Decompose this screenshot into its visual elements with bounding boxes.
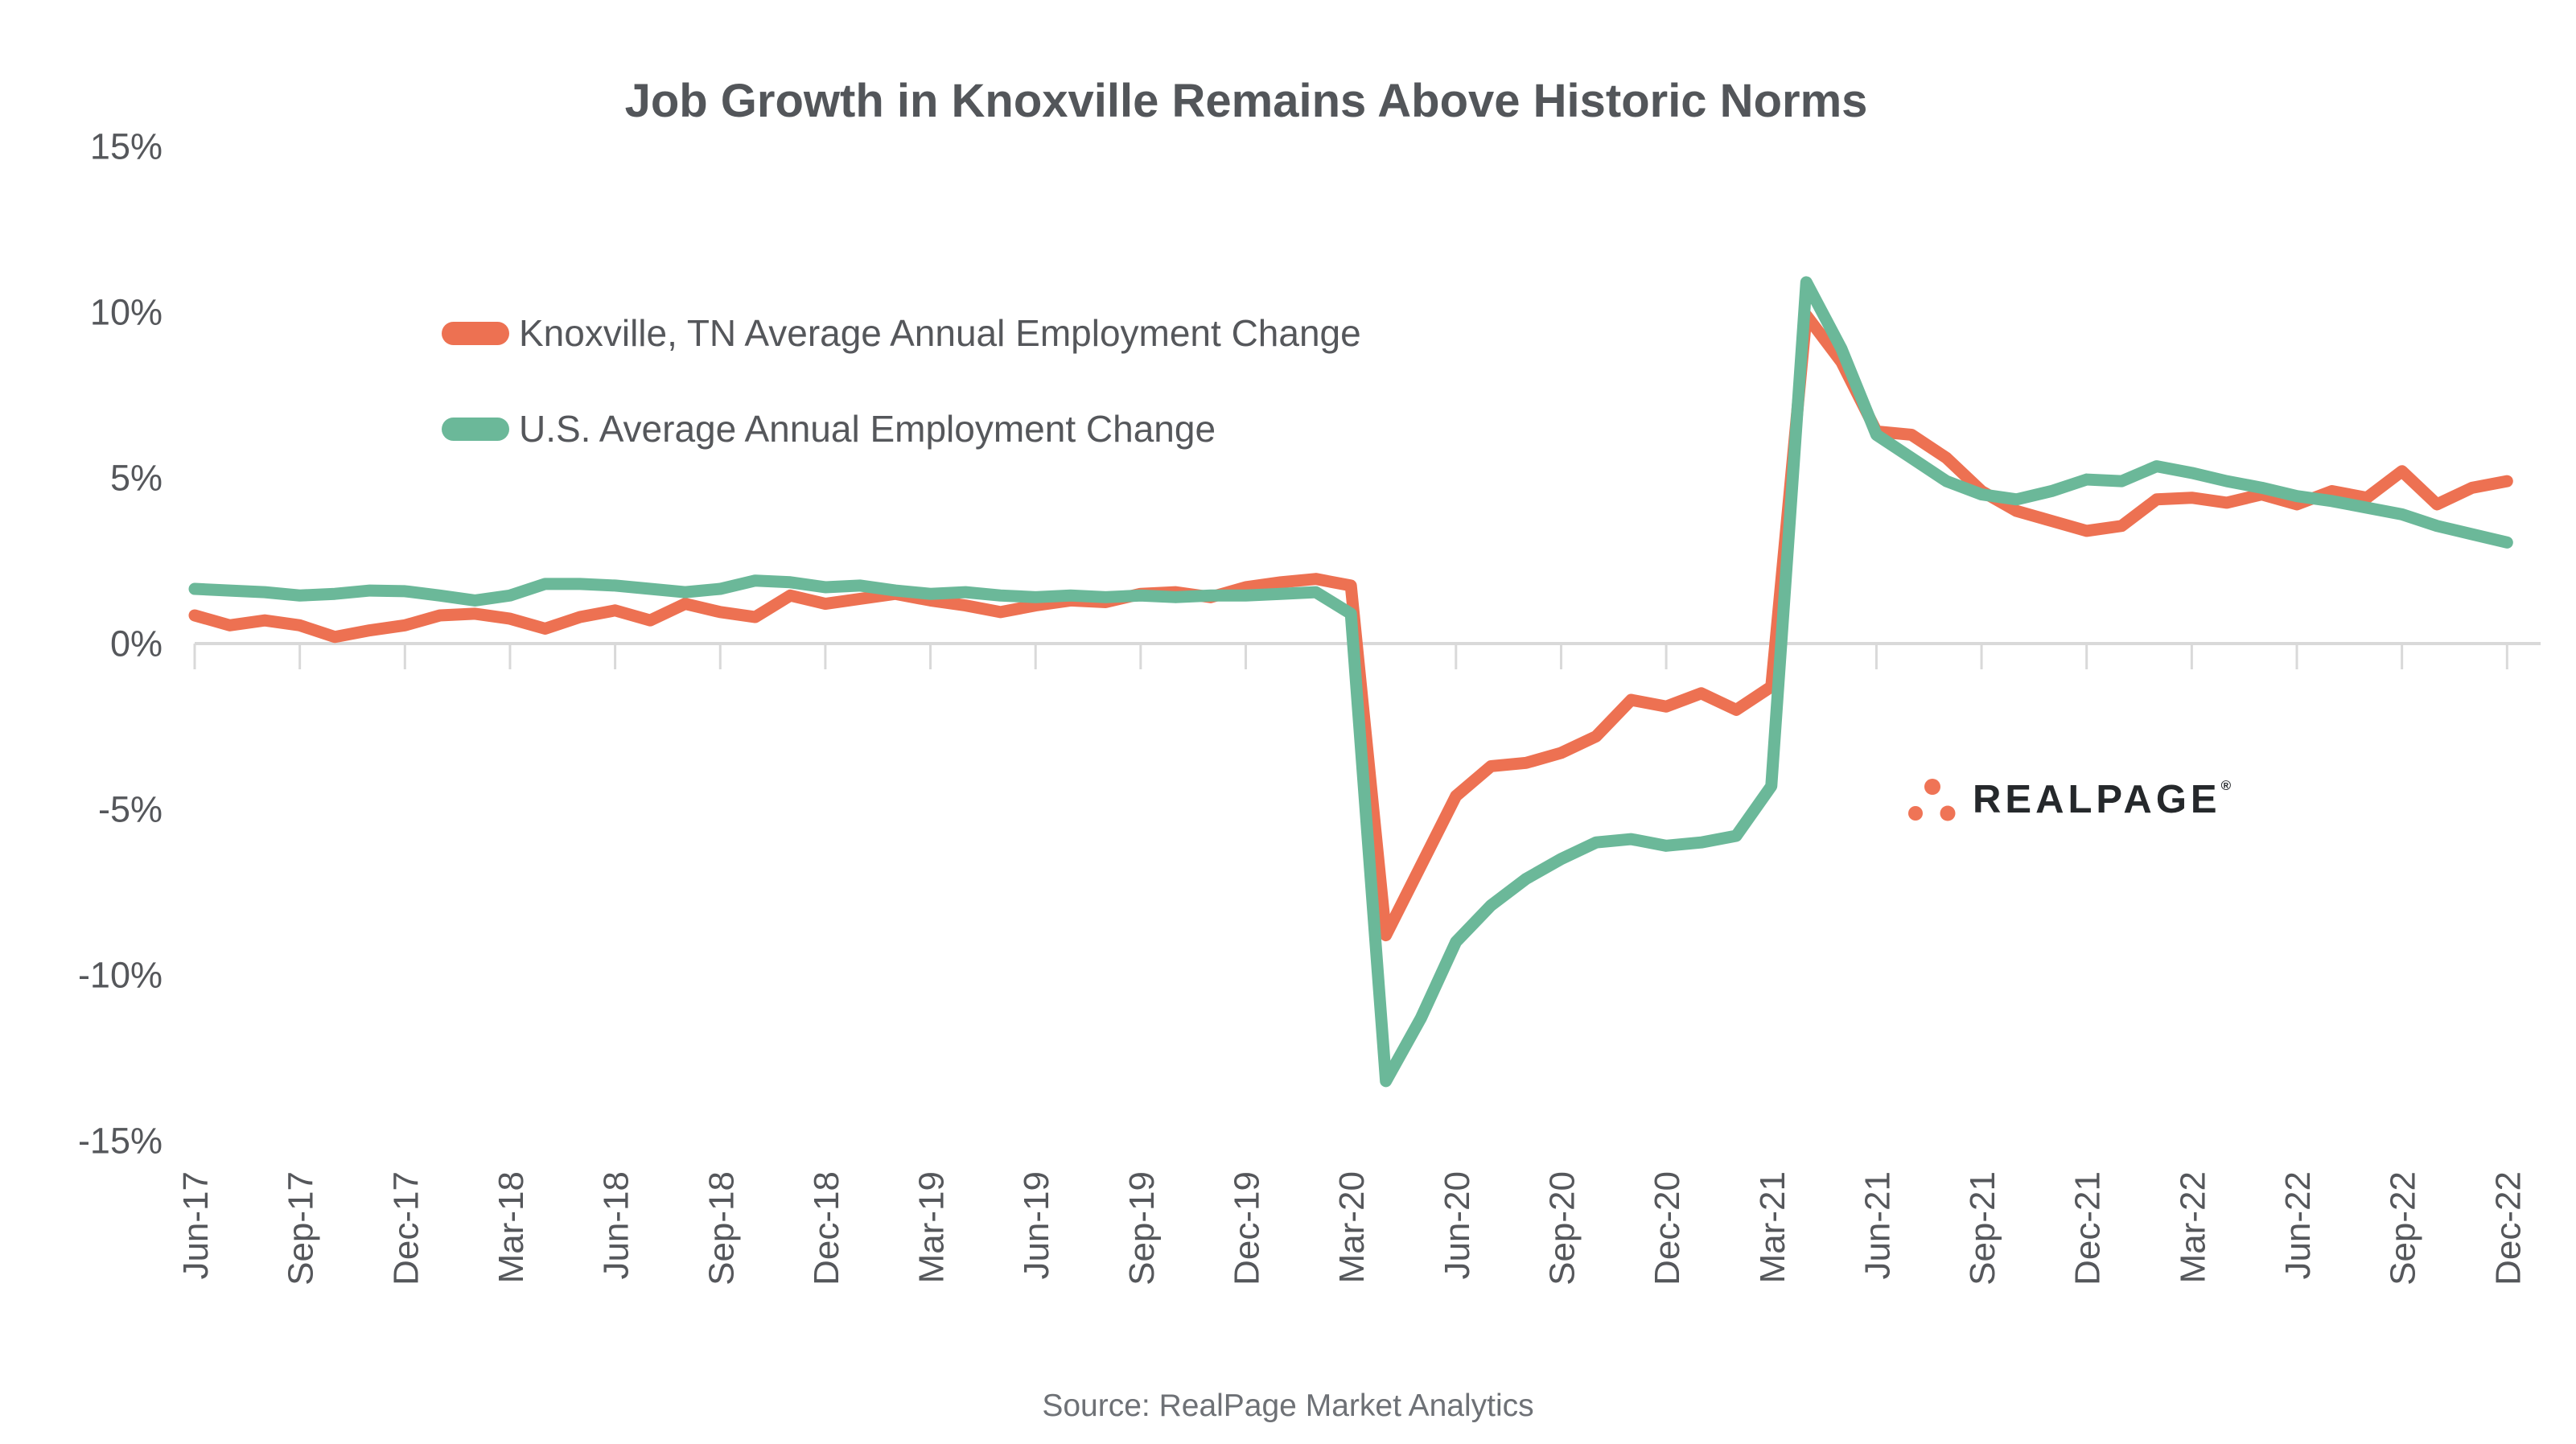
y-axis-label: 10% (90, 292, 163, 333)
x-axis-label: Sep-18 (702, 1171, 741, 1286)
x-axis-label: Sep-19 (1122, 1171, 1162, 1286)
realpage-logo-dots-icon (1908, 779, 1956, 821)
x-axis-label: Dec-18 (807, 1171, 846, 1286)
x-axis-label: Jun-17 (176, 1171, 216, 1280)
x-axis-label: Mar-22 (2173, 1171, 2212, 1283)
x-axis-label: Dec-21 (2068, 1171, 2108, 1286)
x-axis-label: Sep-17 (282, 1171, 321, 1286)
x-axis-label: Jun-18 (597, 1171, 636, 1280)
x-axis-label: Jun-19 (1017, 1171, 1056, 1280)
source-caption: Source: RealPage Market Analytics (1042, 1388, 1534, 1423)
x-axis-label: Sep-20 (1542, 1171, 1582, 1286)
legend-swatch-us (442, 417, 509, 441)
realpage-wordmark: REALPAGE® (1973, 778, 2232, 821)
y-axis-label: 15% (90, 126, 163, 167)
registered-mark: ® (2220, 778, 2232, 793)
x-axis-label: Mar-20 (1332, 1171, 1372, 1283)
x-axis-label: Jun-22 (2278, 1171, 2318, 1280)
realpage-logo: REALPAGE® (1905, 775, 2231, 825)
x-axis-label: Sep-21 (1963, 1171, 2002, 1286)
y-axis-label: -15% (78, 1121, 163, 1162)
series-line-us (188, 276, 2513, 1088)
page-title: Job Growth in Knoxville Remains Above Hi… (624, 75, 1868, 127)
x-axis-label: Dec-22 (2488, 1171, 2528, 1286)
legend-label-us: U.S. Average Annual Employment Change (519, 408, 1216, 450)
x-axis-label: Dec-17 (386, 1171, 426, 1286)
x-axis-label: Sep-22 (2384, 1171, 2423, 1286)
y-axis-label: 0% (110, 623, 163, 664)
legend-swatch-knoxville (442, 321, 509, 345)
series-line-knoxville (188, 309, 2513, 942)
y-axis-label: -5% (98, 789, 163, 830)
x-axis-label: Jun-20 (1438, 1171, 1477, 1280)
legend-item-knoxville: Knoxville, TN Average Annual Employment … (442, 311, 1361, 356)
legend-item-us: U.S. Average Annual Employment Change (442, 406, 1216, 451)
y-axis-label: -10% (78, 955, 163, 996)
legend-label-knoxville: Knoxville, TN Average Annual Employment … (519, 312, 1361, 354)
x-axis-label: Jun-21 (1858, 1171, 1897, 1280)
x-axis-label: Dec-19 (1228, 1171, 1267, 1286)
x-axis-label: Dec-20 (1648, 1171, 1687, 1286)
x-axis-label: Mar-21 (1753, 1171, 1792, 1283)
x-axis-label: Mar-19 (912, 1171, 952, 1283)
y-axis-label: 5% (110, 458, 163, 499)
x-axis-label: Mar-18 (492, 1171, 531, 1283)
